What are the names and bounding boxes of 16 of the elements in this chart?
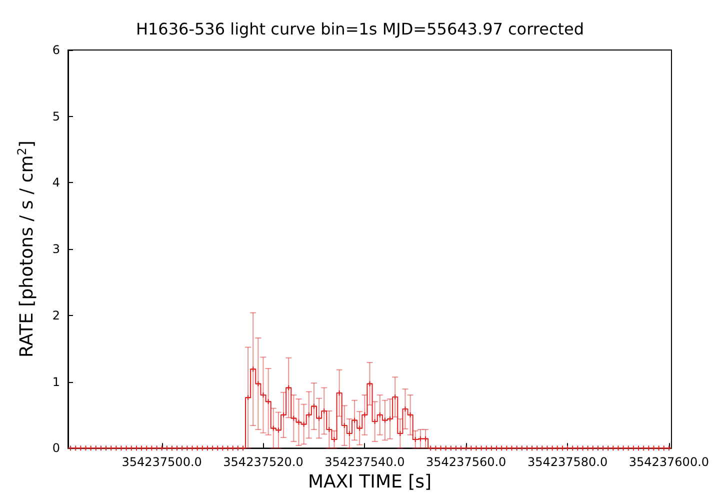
y-tick-label: 1 [52,374,60,389]
x-tick-label: 354237500.0 [122,455,202,470]
chart-title: H1636-536 light curve bin=1s MJD=55643.97 corrected [136,20,584,38]
y-tick-label: 0 [52,441,60,456]
y-tick-label: 6 [52,43,60,57]
y-tick-label: 3 [52,242,60,256]
x-tick-label: 354237600.0 [628,455,710,470]
x-tick-label: 354237520.0 [223,455,304,470]
x-tick-label: 354237540.0 [324,455,405,470]
x-axis-title: MAXI TIME [s] [308,472,432,492]
y-axis-title: RATE [photons / s / cm2] [15,140,38,358]
y-tick-label: 4 [52,176,60,190]
x-tick-label: 354237580.0 [527,455,608,470]
y-tick-label: 2 [52,308,60,322]
x-tick-label: 354237560.0 [426,455,506,470]
y-tick-label: 5 [52,109,60,124]
